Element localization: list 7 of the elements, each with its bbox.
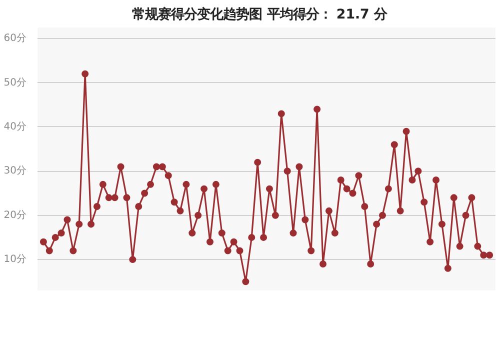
y-tick-label: 60分 — [4, 32, 27, 44]
chart-title: 常规赛得分变化趋势图 平均得分： 21.7 分 — [132, 6, 388, 22]
y-tick-label: 30分 — [4, 164, 27, 177]
y-tick-label: 20分 — [4, 208, 27, 221]
y-tick-label: 10分 — [4, 253, 27, 266]
y-tick-label: 40分 — [4, 120, 27, 132]
y-tick-label: 50分 — [4, 76, 27, 88]
